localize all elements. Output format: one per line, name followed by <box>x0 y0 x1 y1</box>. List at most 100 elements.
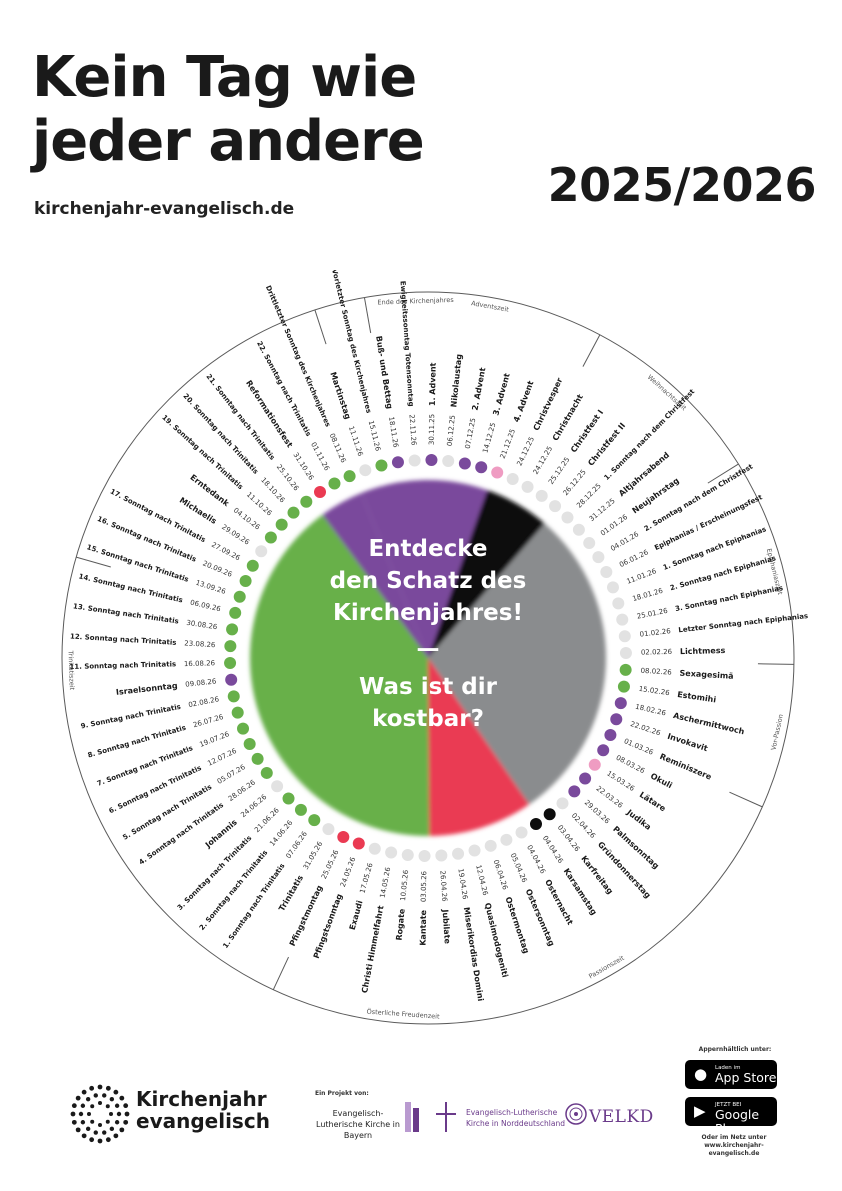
day-dot-69[interactable] <box>343 470 356 483</box>
day-date-56: 23.08.26 <box>184 639 216 649</box>
day-dot-71[interactable] <box>375 459 388 472</box>
day-dot-20[interactable] <box>617 680 630 693</box>
day-dot-1[interactable] <box>442 455 455 468</box>
day-date-25: 15.03.26 <box>605 769 636 793</box>
day-dot-62[interactable] <box>255 545 268 558</box>
day-dot-57[interactable] <box>226 623 239 636</box>
day-dot-21[interactable] <box>614 697 627 710</box>
day-name-24: Okuli <box>649 771 674 790</box>
brand-logo[interactable]: Kirchenjahr evangelisch <box>70 1084 290 1148</box>
day-dot-9[interactable] <box>561 511 574 524</box>
day-dot-17[interactable] <box>618 630 631 643</box>
brand-wordmark: Kirchenjahr evangelisch <box>136 1088 270 1132</box>
day-dot-12[interactable] <box>592 551 605 564</box>
day-dot-18[interactable] <box>619 647 632 660</box>
day-dot-42[interactable] <box>337 830 350 843</box>
day-dot-11[interactable] <box>583 537 596 550</box>
app-store-button[interactable]: ● Laden im App Store <box>685 1060 777 1089</box>
day-dot-54[interactable] <box>225 673 238 686</box>
day-dot-51[interactable] <box>237 722 250 735</box>
day-dot-23[interactable] <box>604 729 617 742</box>
day-dot-6[interactable] <box>521 480 534 493</box>
day-dot-72[interactable] <box>391 456 404 469</box>
day-date-60: 20.09.26 <box>202 559 234 579</box>
day-dot-39[interactable] <box>385 846 398 859</box>
day-dot-63[interactable] <box>264 531 277 544</box>
day-dot-15[interactable] <box>612 597 625 610</box>
day-dot-59[interactable] <box>233 590 246 603</box>
day-dot-29[interactable] <box>543 808 556 821</box>
day-dot-73[interactable] <box>408 454 421 467</box>
day-dot-19[interactable] <box>619 663 632 676</box>
day-dot-46[interactable] <box>282 792 295 805</box>
day-dot-30[interactable] <box>529 817 542 830</box>
day-dot-34[interactable] <box>468 844 481 857</box>
day-name-17: Letzter Sonntag nach Epiphanias <box>678 612 808 634</box>
day-dot-56[interactable] <box>224 640 237 653</box>
day-dot-68[interactable] <box>328 477 341 490</box>
day-dot-31[interactable] <box>515 826 528 839</box>
day-date-30: 04.04.26 <box>541 834 565 865</box>
day-dot-38[interactable] <box>401 848 414 861</box>
day-dot-25[interactable] <box>588 758 601 771</box>
day-dot-45[interactable] <box>294 803 307 816</box>
day-dot-10[interactable] <box>572 523 585 536</box>
day-dot-28[interactable] <box>556 797 569 810</box>
day-date-64: 11.10.26 <box>245 491 274 518</box>
day-dot-27[interactable] <box>568 785 581 798</box>
day-dot-2[interactable] <box>458 457 471 470</box>
logo-dot <box>89 1137 95 1143</box>
day-dot-65[interactable] <box>287 506 300 519</box>
day-dot-61[interactable] <box>246 559 259 572</box>
day-dot-50[interactable] <box>243 738 256 751</box>
day-dot-60[interactable] <box>239 574 252 587</box>
day-dot-14[interactable] <box>606 581 619 594</box>
day-dot-32[interactable] <box>500 833 513 846</box>
day-dot-0[interactable] <box>425 454 438 467</box>
day-dot-16[interactable] <box>616 613 629 626</box>
day-dot-13[interactable] <box>600 565 613 578</box>
day-date-3: 14.12.25 <box>481 422 497 454</box>
logo-dot <box>75 1095 81 1101</box>
logo-dot <box>81 1089 87 1095</box>
day-dot-37[interactable] <box>418 849 431 862</box>
day-date-37: 03.05.26 <box>420 870 429 902</box>
google-play-button[interactable]: ▶ JETZT BEI Google Play <box>685 1097 777 1136</box>
day-dot-33[interactable] <box>484 839 497 852</box>
day-name-45: 2. Sonntag nach Trinitatis <box>198 849 269 932</box>
day-date-53: 02.08.26 <box>188 695 221 709</box>
day-dot-41[interactable] <box>352 837 365 850</box>
day-dot-40[interactable] <box>368 842 381 855</box>
web-hint-line-2[interactable]: www.kirchenjahr-evangelisch.de <box>704 1142 764 1157</box>
day-dot-58[interactable] <box>229 606 242 619</box>
website-link[interactable]: kirchenjahr-evangelisch.de <box>34 199 295 219</box>
day-dot-49[interactable] <box>251 752 264 765</box>
day-dot-24[interactable] <box>597 744 610 757</box>
pie-sector-0 <box>361 480 488 658</box>
pie-sector-5 <box>322 492 428 658</box>
day-dot-3[interactable] <box>475 461 488 474</box>
day-dot-67[interactable] <box>314 486 327 499</box>
day-name-13: Epiphanias / Erscheinungsfest <box>653 493 764 552</box>
day-dot-22[interactable] <box>610 713 623 726</box>
day-dot-66[interactable] <box>300 495 313 508</box>
day-dot-43[interactable] <box>322 823 335 836</box>
day-dot-48[interactable] <box>260 766 273 779</box>
day-dot-47[interactable] <box>271 780 284 793</box>
day-dot-26[interactable] <box>579 772 592 785</box>
day-dot-8[interactable] <box>549 500 562 513</box>
day-dot-5[interactable] <box>506 473 519 486</box>
day-date-54: 09.08.26 <box>185 677 217 688</box>
day-dot-64[interactable] <box>275 518 288 531</box>
poster-title: Kein Tag wie jeder andere <box>32 46 425 174</box>
day-dot-55[interactable] <box>224 656 237 669</box>
day-dot-7[interactable] <box>535 489 548 502</box>
day-dot-52[interactable] <box>231 706 244 719</box>
day-dot-4[interactable] <box>491 466 504 479</box>
day-dot-44[interactable] <box>308 814 321 827</box>
day-dot-70[interactable] <box>359 464 372 477</box>
day-dot-53[interactable] <box>227 690 240 703</box>
day-dot-35[interactable] <box>452 847 465 860</box>
day-dot-36[interactable] <box>435 849 448 862</box>
day-date-12: 04.01.26 <box>609 530 640 553</box>
